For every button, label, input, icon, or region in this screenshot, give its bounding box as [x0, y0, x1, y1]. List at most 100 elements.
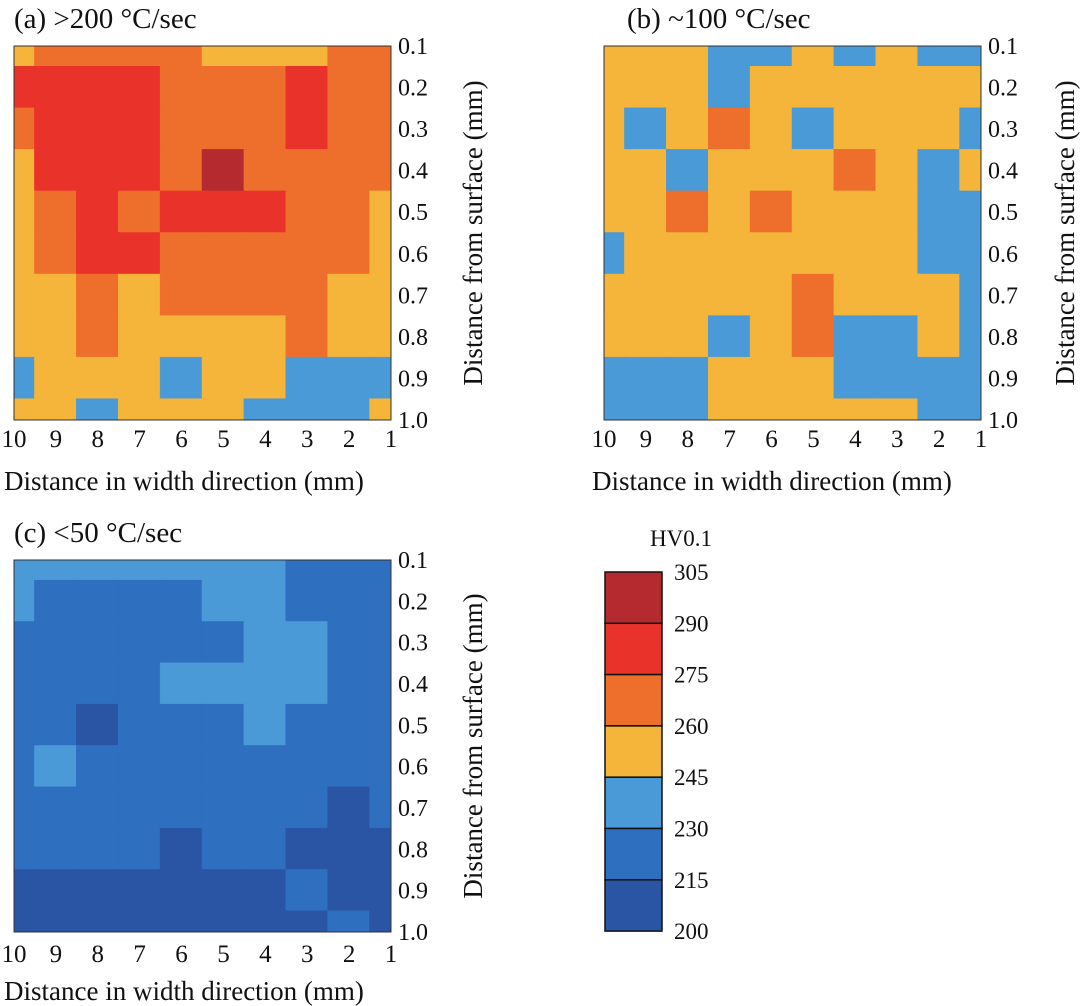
contour-cell — [369, 621, 391, 665]
contour-cell — [369, 703, 391, 747]
contour-cell — [117, 662, 162, 706]
colorbar-band — [604, 776, 663, 830]
x-axis-label-b: Distance in width direction (mm) — [592, 466, 952, 496]
colorbar-band — [604, 827, 663, 881]
contour-cell — [707, 149, 752, 193]
contour-cell — [117, 560, 162, 582]
x-tick-labels-a: 10 9 8 7 6 5 4 3 2 1 — [2, 426, 398, 453]
contour-cell — [159, 560, 204, 582]
contour-cell — [327, 910, 371, 932]
contour-cell — [34, 190, 78, 234]
contour-cell — [327, 560, 371, 582]
x-tick-label: 2 — [933, 426, 946, 453]
contour-cell — [707, 398, 752, 420]
contour-cell — [201, 703, 246, 747]
contour-cell — [833, 232, 878, 276]
contour-cell — [666, 66, 710, 110]
y-tick-label: 0.4 — [398, 672, 428, 698]
contour-cell — [243, 356, 288, 400]
contour-cell — [34, 46, 78, 68]
contour-cell — [327, 190, 371, 234]
contour-cell — [117, 46, 162, 68]
contour-cell — [604, 398, 626, 420]
colorbar-title: HV0.1 — [650, 526, 712, 551]
contour-cell — [369, 869, 391, 913]
x-tick-label: 9 — [50, 426, 63, 453]
x-tick-label: 4 — [259, 426, 272, 453]
contour-cell — [76, 910, 120, 932]
contour-cell — [159, 232, 204, 276]
contour-cell — [369, 398, 391, 420]
contour-cell — [76, 46, 120, 68]
contour-cell — [76, 662, 120, 706]
contour-cell — [917, 232, 961, 276]
contour-cell — [201, 398, 246, 420]
contour-cell — [243, 869, 288, 913]
contour-cell — [14, 827, 36, 871]
contour-cell — [243, 273, 288, 317]
contour-cell — [34, 273, 78, 317]
y-tick-label: 0.1 — [988, 34, 1018, 60]
contour-cell — [201, 827, 246, 871]
x-tick-label: 6 — [175, 941, 188, 968]
contour-cell — [159, 315, 204, 359]
contour-cell — [159, 149, 204, 193]
y-tick-label: 0.8 — [398, 325, 428, 351]
y-axis-label-c: Distance from surface (mm) — [458, 593, 488, 898]
contour-cell — [791, 315, 836, 359]
contour-cell — [243, 786, 288, 830]
x-tick-label: 7 — [133, 941, 146, 968]
y-tick-label: 1.0 — [398, 408, 428, 434]
y-tick-label: 0.8 — [398, 837, 428, 863]
contour-cell — [833, 356, 878, 400]
contour-cell — [959, 398, 981, 420]
y-tick-labels-a: 0.1 0.2 0.3 0.4 0.5 0.6 0.7 0.8 0.9 1.0 — [398, 34, 428, 434]
contour-cells-b — [604, 46, 981, 420]
x-tick-label: 1 — [975, 426, 988, 453]
contour-cell — [833, 107, 878, 151]
colorbar-band — [604, 725, 663, 778]
contour-cell — [327, 66, 371, 110]
contour-cell — [243, 190, 288, 234]
contour-cell — [76, 827, 120, 871]
contour-cell — [285, 273, 329, 317]
contour-cell — [76, 107, 120, 151]
contour-cell — [285, 869, 329, 913]
contour-cell — [604, 66, 626, 110]
contour-cell — [707, 356, 752, 400]
plot-frame-a — [13, 45, 392, 421]
contour-panel-a: (a) >200 °C/sec 10 9 8 7 6 5 4 3 2 1 0.1 0.2 0.3 0.4… — [2, 3, 489, 496]
contour-cell — [243, 315, 288, 359]
contour-cell — [707, 273, 752, 317]
contour-cell — [201, 662, 246, 706]
contour-cell — [666, 273, 710, 317]
contour-cells-a — [14, 46, 391, 420]
contour-cell — [34, 745, 78, 789]
contour-cell — [117, 869, 162, 913]
contour-cell — [14, 66, 36, 110]
contour-cell — [14, 149, 36, 193]
contour-cell — [369, 662, 391, 706]
plot-frame-c — [13, 559, 392, 933]
contour-cell — [749, 46, 794, 68]
contour-cell — [327, 398, 371, 420]
contour-cell — [604, 46, 626, 68]
y-tick-label: 0.9 — [398, 366, 428, 392]
contour-cell — [791, 356, 836, 400]
contour-cell — [875, 190, 919, 234]
contour-cell — [666, 149, 710, 193]
contour-cell — [791, 190, 836, 234]
contour-cell — [76, 579, 120, 623]
contour-cell — [604, 273, 626, 317]
contour-cell — [327, 273, 371, 317]
x-axis-label-a: Distance in width direction (mm) — [4, 466, 364, 496]
contour-cell — [624, 107, 668, 151]
contour-cell — [875, 232, 919, 276]
contour-cell — [285, 107, 329, 151]
y-tick-label: 0.3 — [988, 117, 1018, 143]
colorbar-tick-label: 215 — [674, 868, 709, 893]
contour-cell — [117, 107, 162, 151]
contour-cell — [959, 46, 981, 68]
contour-cell — [285, 827, 329, 871]
contour-cell — [327, 315, 371, 359]
